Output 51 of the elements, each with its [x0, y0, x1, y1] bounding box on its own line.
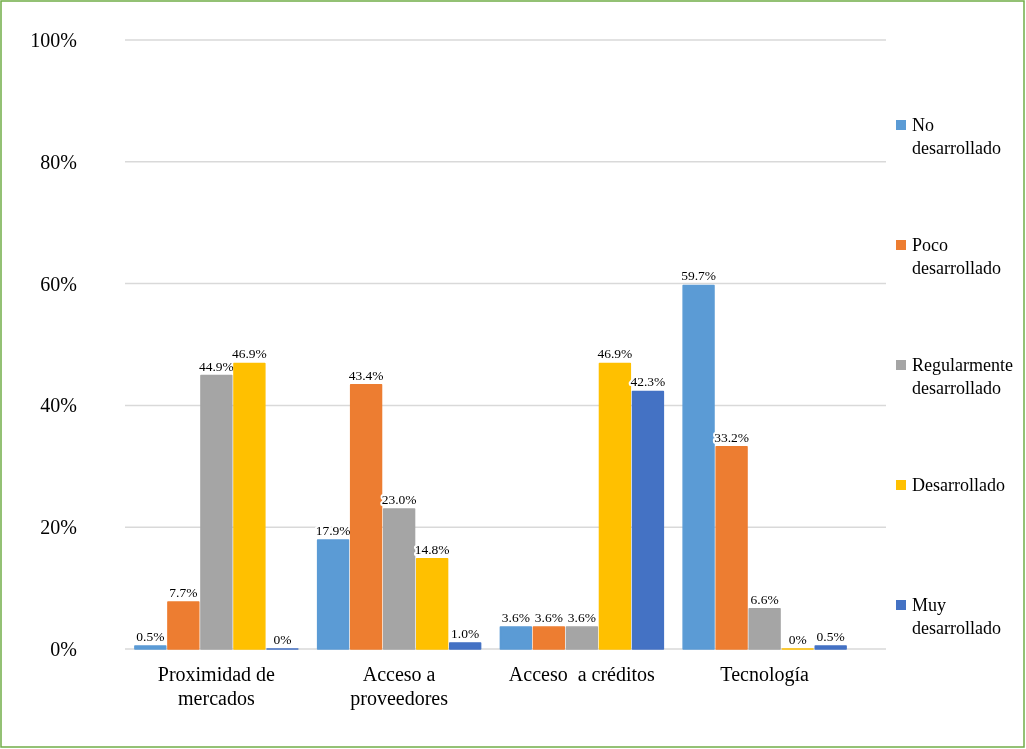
- legend-label: No desarrollado: [912, 115, 1001, 159]
- y-tick-label: 80%: [40, 150, 77, 173]
- x-tick-label: Acceso a proveedores: [350, 663, 449, 710]
- data-label: 14.8%: [414, 541, 450, 557]
- bar: [167, 601, 200, 650]
- bar: [565, 626, 599, 650]
- legend-label: Muy desarrollado: [912, 595, 1001, 639]
- y-tick-label: 60%: [40, 272, 77, 295]
- y-tick-label: 40%: [40, 394, 77, 417]
- x-tick-label: Tecnología: [720, 663, 810, 686]
- bar: [316, 539, 350, 650]
- bar: [449, 642, 482, 650]
- x-tick-label: Proximidad de mercados: [157, 663, 276, 709]
- data-label: 59.7%: [681, 268, 717, 284]
- bar: [349, 383, 383, 650]
- bar: [631, 390, 665, 650]
- data-label: 0%: [273, 632, 292, 647]
- data-label: 3.6%: [534, 610, 563, 626]
- data-label: 33.2%: [714, 429, 750, 445]
- bar: [200, 374, 233, 650]
- bar: [382, 508, 416, 650]
- bar: [415, 558, 449, 650]
- data-label: 7.7%: [169, 585, 198, 601]
- bar: [532, 626, 566, 650]
- bar: [682, 284, 715, 650]
- data-label: 0.5%: [136, 628, 165, 644]
- data-label: 0%: [788, 632, 807, 647]
- data-label: 23.0%: [381, 491, 417, 507]
- bar: [499, 626, 532, 650]
- data-label: 1.0%: [451, 625, 480, 641]
- data-label: 6.6%: [750, 591, 779, 607]
- data-label: 46.9%: [597, 346, 633, 362]
- y-tick-label: 0%: [50, 637, 77, 660]
- bar: [814, 645, 847, 650]
- data-label: 3.6%: [567, 610, 596, 626]
- legend-label: Regularmente desarrollado: [912, 355, 1013, 399]
- y-tick-label: 20%: [40, 516, 77, 539]
- bar: [748, 608, 781, 650]
- y-tick-label: 100%: [30, 28, 77, 51]
- data-label: 43.4%: [348, 367, 384, 383]
- x-tick-label: Acceso a créditos: [508, 663, 656, 685]
- data-label: 46.9%: [231, 346, 267, 362]
- data-label: 17.9%: [315, 522, 351, 538]
- bar: [134, 645, 167, 650]
- data-label: 0.5%: [816, 628, 845, 644]
- legend-label: Poco desarrollado: [912, 235, 1001, 279]
- bar: [598, 362, 632, 650]
- legend-label: Desarrollado: [912, 475, 1005, 495]
- bar: [715, 446, 748, 650]
- bar: [233, 362, 266, 650]
- data-label: 3.6%: [501, 610, 530, 626]
